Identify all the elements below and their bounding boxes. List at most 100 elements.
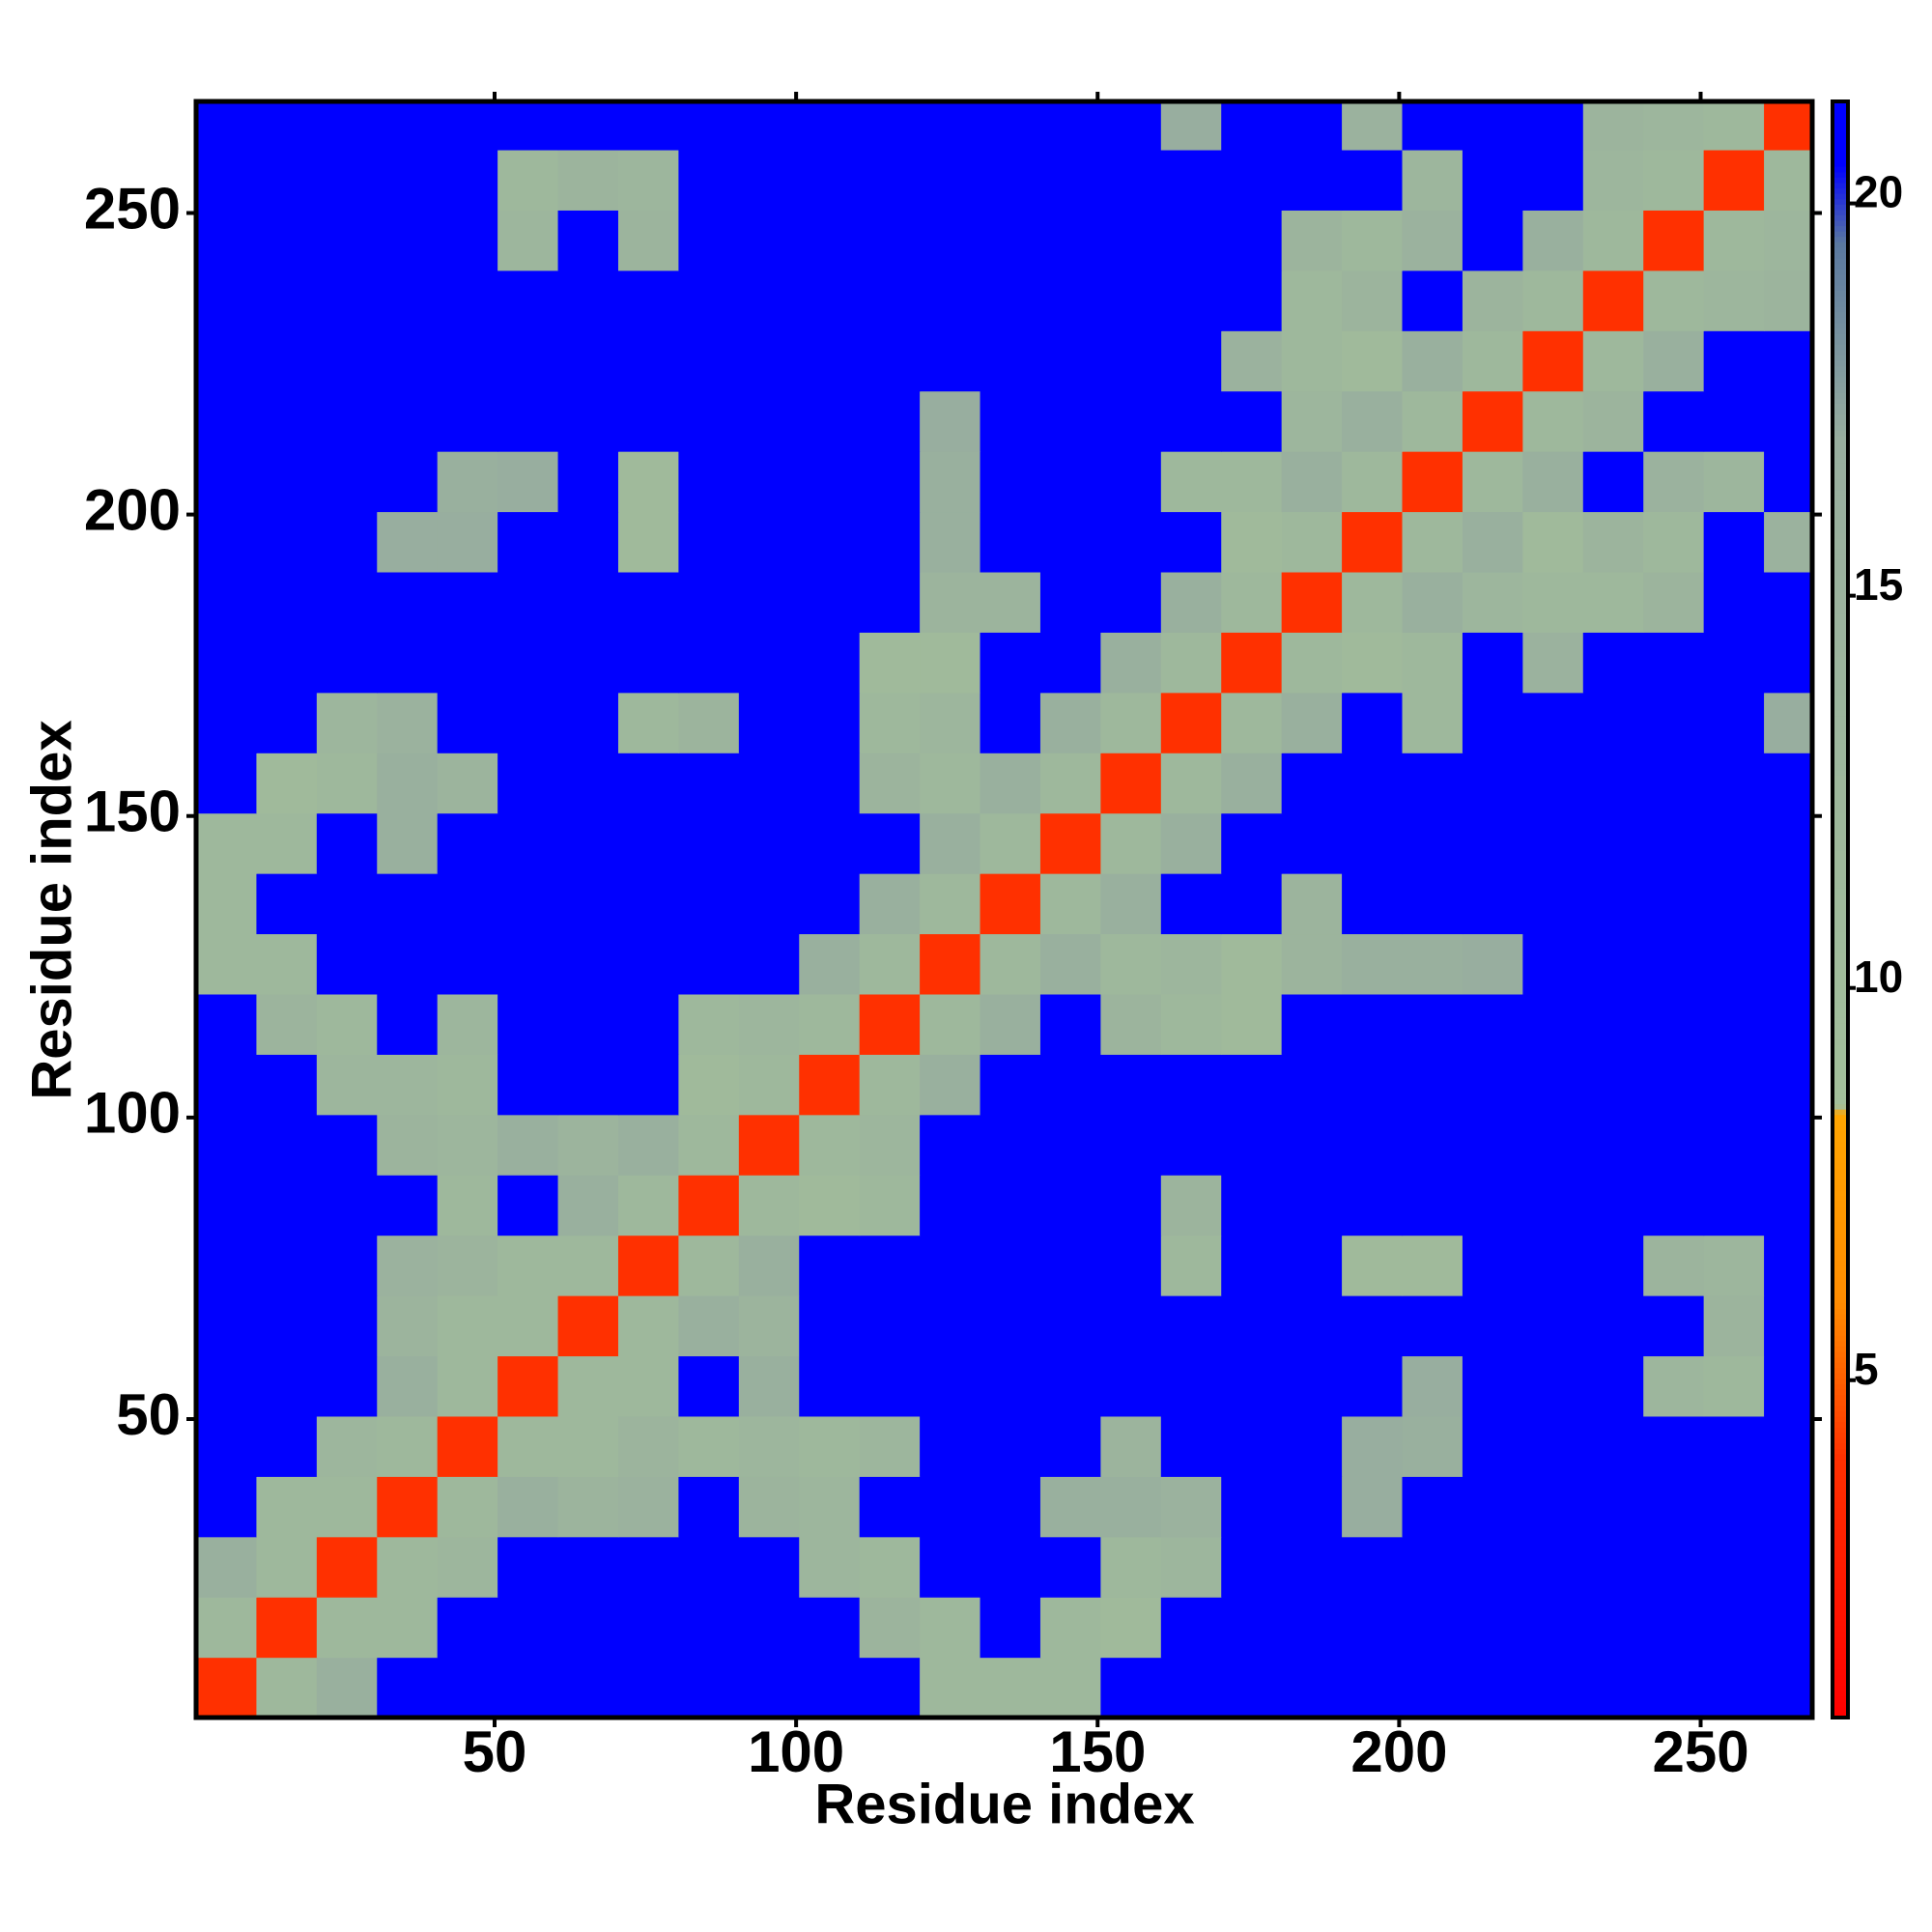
heatmap-cell: [1342, 1536, 1404, 1598]
heatmap-cell: [377, 1114, 439, 1176]
heatmap-cell: [859, 210, 921, 271]
heatmap-cell: [1643, 1054, 1705, 1116]
colorbar-segment: [1833, 1480, 1848, 1488]
heatmap-cell: [738, 1476, 800, 1538]
heatmap-cell: [920, 812, 981, 874]
colorbar-segment: [1833, 300, 1848, 307]
heatmap-cell: [437, 451, 498, 513]
colorbar-segment: [1833, 769, 1848, 776]
colorbar-segment: [1833, 419, 1848, 426]
heatmap-cell: [437, 1657, 498, 1718]
heatmap-cell: [617, 571, 680, 633]
heatmap-cell: [196, 210, 258, 271]
heatmap-cell: [1039, 571, 1101, 633]
heatmap-cell: [678, 1415, 740, 1477]
heatmap-cell: [256, 873, 318, 935]
heatmap-cell: [617, 1657, 680, 1718]
colorbar-segment: [1833, 521, 1848, 528]
heatmap-cell: [1462, 933, 1523, 995]
heatmap-cell: [497, 1295, 559, 1357]
heatmap-cell: [799, 933, 861, 995]
heatmap-cell: [799, 451, 861, 513]
heatmap-cell: [377, 993, 439, 1055]
heatmap-cell: [1281, 1175, 1343, 1236]
heatmap-cell: [497, 1054, 559, 1116]
colorbar-segment: [1833, 1528, 1848, 1536]
heatmap-cell: [437, 101, 498, 151]
heatmap-cell: [1281, 873, 1343, 935]
heatmap-cell: [1643, 210, 1705, 271]
heatmap-cell: [1402, 390, 1463, 452]
heatmap-cell: [196, 330, 258, 392]
colorbar-segment: [1833, 483, 1848, 491]
heatmap-cell: [1100, 210, 1162, 271]
heatmap-cell: [1160, 571, 1222, 633]
colorbar-segment: [1833, 177, 1848, 184]
heatmap-cell: [678, 149, 740, 211]
colorbar-segment: [1833, 817, 1848, 825]
colorbar-segment: [1833, 478, 1848, 485]
heatmap-cell: [377, 1295, 439, 1357]
heatmap-cell: [196, 993, 258, 1055]
heatmap-cell: [1160, 149, 1222, 211]
colorbar-segment: [1833, 537, 1848, 545]
heatmap-cell: [678, 692, 740, 753]
colorbar-segment: [1833, 1388, 1848, 1396]
heatmap-cell: [316, 993, 378, 1055]
heatmap-cell: [617, 330, 680, 392]
heatmap-cell: [738, 1054, 800, 1116]
colorbar-segment: [1833, 591, 1848, 598]
heatmap-cell: [1039, 1536, 1101, 1598]
heatmap-cell: [678, 571, 740, 633]
colorbar-segment: [1833, 1572, 1848, 1578]
heatmap-cell: [859, 1114, 921, 1176]
heatmap-cell: [377, 692, 439, 753]
colorbar-segment: [1833, 672, 1848, 679]
heatmap-cell: [1160, 1054, 1222, 1116]
heatmap-cell: [1402, 210, 1463, 271]
colorbar-tick-label: 15: [1854, 559, 1903, 610]
heatmap-cell: [316, 210, 378, 271]
colorbar-segment: [1833, 1361, 1848, 1369]
colorbar-segment: [1833, 386, 1848, 393]
colorbar-segment: [1833, 1674, 1848, 1681]
colorbar-segment: [1833, 1087, 1848, 1094]
colorbar-segment: [1833, 1210, 1848, 1218]
colorbar-segment: [1833, 155, 1848, 162]
heatmap-cell: [1703, 933, 1765, 995]
heatmap-cell: [799, 812, 861, 874]
colorbar-segment: [1833, 112, 1848, 119]
heatmap-cell: [1643, 933, 1705, 995]
heatmap-cell: [980, 390, 1041, 452]
colorbar-segment: [1833, 165, 1848, 173]
heatmap-cell: [497, 1536, 559, 1598]
colorbar-segment: [1833, 1254, 1848, 1261]
heatmap-cell: [1100, 1597, 1162, 1659]
heatmap-cell: [1764, 101, 1812, 151]
colorbar-segment: [1833, 273, 1848, 280]
colorbar-segment: [1833, 1049, 1848, 1056]
heatmap-cell: [1100, 933, 1162, 995]
colorbar-segment: [1833, 279, 1848, 286]
heatmap-cell: [1462, 1657, 1523, 1718]
heatmap-cell: [1281, 1114, 1343, 1176]
heatmap-cell: [196, 1114, 258, 1176]
colorbar-segment: [1833, 1055, 1848, 1062]
colorbar-segment: [1833, 957, 1848, 965]
heatmap-cell: [1402, 1295, 1463, 1357]
heatmap-cell: [617, 933, 680, 995]
colorbar-segment: [1833, 748, 1848, 754]
heatmap-cell: [377, 1597, 439, 1659]
colorbar-segment: [1833, 349, 1848, 355]
colorbar-segment: [1833, 123, 1848, 129]
heatmap-cell: [920, 101, 981, 151]
heatmap-cell: [1039, 812, 1101, 874]
colorbar-segment: [1833, 780, 1848, 787]
colorbar-segment: [1833, 995, 1848, 1003]
heatmap-cell: [617, 692, 680, 753]
heatmap-cell: [1221, 812, 1283, 874]
heatmap-cell: [1462, 1476, 1523, 1538]
colorbar-segment: [1833, 1432, 1848, 1438]
heatmap-cell: [1281, 511, 1343, 573]
colorbar-segment: [1833, 1302, 1848, 1309]
